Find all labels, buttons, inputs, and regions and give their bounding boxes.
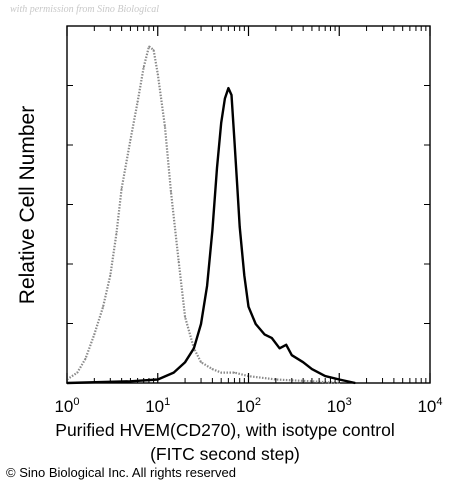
series-line-2	[66, 86, 356, 385]
x-tick-label: 103	[327, 396, 352, 416]
series-1-point	[142, 66, 145, 68]
series-2-point	[200, 323, 202, 325]
series-2-point	[311, 368, 313, 370]
ticks-layer: 100 101 102 103 104	[54, 26, 443, 416]
series-2-point	[220, 122, 222, 124]
series-1-point	[233, 371, 236, 374]
series-2-point	[211, 229, 214, 232]
watermark-text: with permission from Sino Biological	[10, 4, 160, 15]
series-2-point	[354, 382, 357, 384]
copyright-notice: © Sino Biological Inc. All rights reserv…	[6, 465, 236, 480]
x-axis-label-line-1: Purified HVEM(CD270), with isotype contr…	[55, 420, 395, 440]
series-1-point	[164, 125, 166, 127]
series-1-point	[200, 361, 202, 364]
series-1-point	[102, 305, 104, 308]
series-1-point	[152, 49, 155, 51]
series-2-point	[233, 139, 236, 141]
y-axis-label: Relative Cell Number	[16, 105, 39, 305]
series-2-point	[172, 371, 175, 374]
series-1-point	[220, 371, 222, 374]
series-2-point	[236, 184, 238, 186]
series-2-point	[243, 274, 246, 277]
series-1-point	[170, 191, 172, 193]
series-1-point	[211, 368, 214, 370]
series-2-point	[247, 305, 250, 308]
series-1-point	[109, 274, 112, 277]
series-2	[66, 86, 357, 385]
series-2-point	[254, 323, 257, 325]
series-2-point	[230, 94, 233, 96]
series-1-point	[136, 101, 139, 103]
series-2-point	[227, 87, 230, 89]
series-1-point	[93, 333, 96, 336]
series-1-point	[120, 187, 123, 190]
x-tick-label: 104	[417, 396, 442, 416]
series-2-point	[302, 361, 304, 364]
series-1-point	[177, 260, 180, 263]
series-2-point	[278, 347, 281, 350]
series-2-point	[206, 285, 208, 287]
series-1-point	[157, 73, 159, 75]
series-layer	[66, 45, 357, 385]
series-2-point	[184, 361, 186, 364]
series-2-point	[324, 375, 327, 377]
series-2-point	[216, 167, 218, 169]
plot-frame	[66, 25, 431, 384]
series-line-1	[66, 45, 340, 385]
x-axis-label: Purified HVEM(CD270), with isotype contr…	[0, 418, 450, 466]
x-tick-label: 101	[145, 396, 170, 416]
series-1-point	[184, 316, 186, 318]
series-1-point	[84, 357, 87, 360]
series-2-point	[263, 333, 266, 336]
series-2-point	[224, 97, 226, 100]
series-2-point	[285, 344, 288, 346]
series-1-point	[115, 233, 118, 235]
series-1	[66, 45, 341, 385]
series-2-point	[193, 347, 195, 350]
series-2-point	[238, 226, 241, 228]
series-2-point	[291, 354, 293, 357]
series-2-point	[270, 337, 273, 339]
series-1-point	[148, 45, 150, 48]
series-1-point	[76, 371, 79, 374]
x-axis-label-line-2: (FITC second step)	[150, 444, 300, 464]
x-tick-label: 100	[54, 396, 79, 416]
series-1-point	[129, 139, 132, 141]
x-tick-label: 102	[236, 396, 261, 416]
